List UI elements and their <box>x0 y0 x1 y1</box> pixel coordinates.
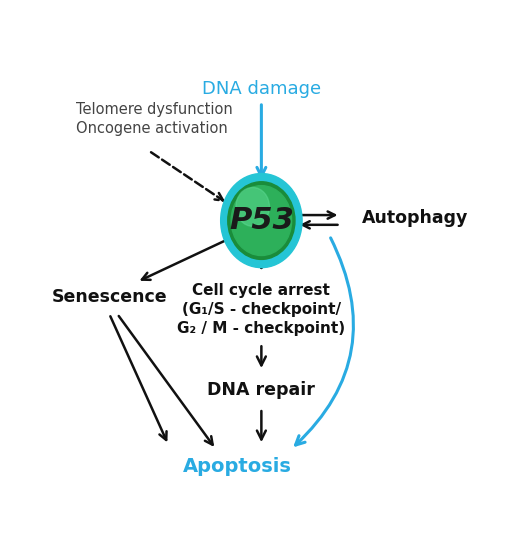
Ellipse shape <box>220 174 301 268</box>
Text: Cell cycle arrest
(G₁/S - checkpoint/
G₂ / M - checkpoint): Cell cycle arrest (G₁/S - checkpoint/ G₂… <box>177 283 345 336</box>
Ellipse shape <box>236 188 269 226</box>
Text: Apoptosis: Apoptosis <box>183 456 292 476</box>
Text: DNA repair: DNA repair <box>207 381 315 399</box>
Text: Autophagy: Autophagy <box>361 210 468 228</box>
Ellipse shape <box>231 186 291 256</box>
Text: Senescence: Senescence <box>51 288 166 306</box>
FancyArrowPatch shape <box>295 238 353 445</box>
Text: Telomere dysfunction
Oncogene activation: Telomere dysfunction Oncogene activation <box>75 102 232 136</box>
Ellipse shape <box>228 182 294 260</box>
Text: P53: P53 <box>229 206 293 235</box>
Text: DNA damage: DNA damage <box>202 80 320 98</box>
